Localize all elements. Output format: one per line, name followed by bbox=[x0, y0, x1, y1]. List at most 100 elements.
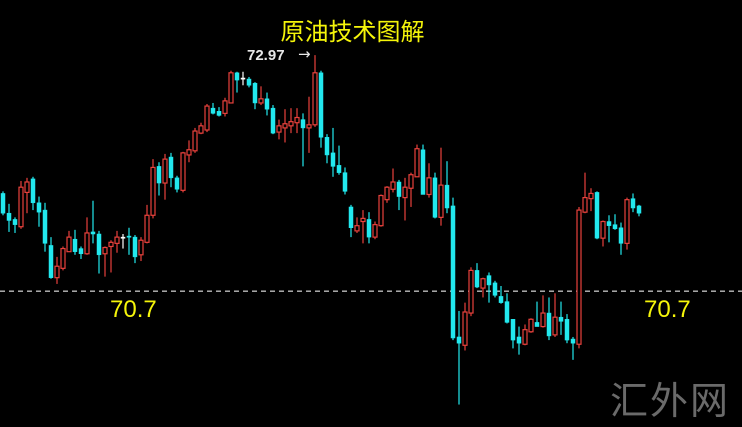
candle bbox=[42, 202, 48, 252]
candle-body bbox=[318, 72, 324, 138]
candle bbox=[24, 177, 30, 214]
candle bbox=[552, 293, 558, 337]
candle bbox=[306, 96, 312, 153]
candle bbox=[234, 71, 240, 93]
candle bbox=[372, 221, 378, 240]
candle bbox=[354, 217, 360, 233]
candle bbox=[612, 214, 618, 230]
candle-body bbox=[114, 236, 120, 244]
candle bbox=[420, 144, 426, 195]
candle bbox=[126, 227, 132, 255]
candle bbox=[408, 172, 414, 207]
candle bbox=[114, 230, 120, 253]
candle bbox=[330, 127, 336, 177]
candle bbox=[378, 194, 384, 227]
candle-body bbox=[624, 199, 630, 244]
candle bbox=[216, 107, 222, 117]
candle bbox=[396, 179, 402, 211]
candle-body bbox=[630, 198, 636, 209]
candle-body bbox=[150, 166, 156, 216]
candle bbox=[78, 246, 84, 259]
candle bbox=[138, 237, 144, 262]
candle-body bbox=[276, 125, 282, 133]
candle-body bbox=[414, 148, 420, 178]
candle-body bbox=[198, 125, 204, 134]
candle bbox=[294, 108, 300, 134]
candle-body bbox=[36, 202, 42, 213]
candle-body bbox=[606, 221, 612, 226]
candle bbox=[444, 161, 450, 214]
candle bbox=[0, 191, 6, 216]
candle-body bbox=[96, 233, 102, 256]
candle-body bbox=[438, 184, 444, 218]
candle bbox=[426, 163, 432, 198]
candle bbox=[156, 162, 162, 196]
candle bbox=[600, 220, 606, 247]
high-price-label: 72.97 bbox=[247, 47, 285, 64]
candle bbox=[432, 172, 438, 219]
candle-body bbox=[156, 166, 162, 184]
candle-body bbox=[402, 186, 408, 199]
candle bbox=[30, 176, 36, 211]
candle-body bbox=[60, 247, 66, 269]
candle-body bbox=[186, 149, 192, 156]
candle bbox=[72, 229, 78, 255]
candle bbox=[252, 82, 258, 110]
candle bbox=[516, 326, 522, 355]
candle bbox=[414, 144, 420, 178]
candle-body bbox=[516, 336, 522, 344]
candle-body bbox=[180, 152, 186, 191]
candle bbox=[336, 145, 342, 175]
candle bbox=[480, 277, 486, 298]
candle-body bbox=[396, 181, 402, 197]
candle bbox=[594, 191, 600, 240]
candle-body bbox=[132, 236, 138, 258]
candle bbox=[60, 246, 66, 271]
candle-body bbox=[288, 121, 294, 127]
candle-body bbox=[480, 278, 486, 289]
candle bbox=[504, 293, 510, 324]
candle bbox=[198, 122, 204, 135]
candle bbox=[258, 86, 264, 106]
candle-body bbox=[66, 236, 72, 253]
candle bbox=[606, 215, 612, 243]
candle-body bbox=[420, 149, 426, 195]
candle bbox=[384, 186, 390, 203]
candle-body bbox=[372, 224, 378, 238]
candle-body bbox=[324, 137, 330, 156]
candle-body bbox=[456, 336, 462, 344]
candle bbox=[186, 140, 192, 163]
candle-body bbox=[120, 236, 126, 239]
candle-body bbox=[108, 241, 114, 248]
candle-body bbox=[192, 130, 198, 152]
candle bbox=[402, 177, 408, 221]
candle bbox=[348, 204, 354, 238]
candle bbox=[492, 280, 498, 298]
candle bbox=[204, 104, 210, 133]
candle-body bbox=[366, 219, 372, 238]
candle bbox=[564, 314, 570, 344]
candle bbox=[90, 200, 96, 244]
level-label-left: 70.7 bbox=[110, 296, 157, 323]
candle-body bbox=[498, 296, 504, 303]
candle bbox=[120, 234, 126, 249]
candle-body bbox=[618, 227, 624, 244]
candle bbox=[270, 105, 276, 135]
candle bbox=[546, 297, 552, 341]
chart-title: 原油技术图解 bbox=[280, 18, 425, 46]
candle bbox=[390, 168, 396, 193]
candle-body bbox=[636, 205, 642, 214]
candle-body bbox=[48, 245, 54, 278]
candle bbox=[144, 204, 150, 244]
candle bbox=[300, 113, 306, 167]
candle-body bbox=[378, 194, 384, 227]
candle bbox=[66, 230, 72, 253]
candle bbox=[582, 172, 588, 214]
candle-body bbox=[546, 312, 552, 337]
candle-body bbox=[264, 98, 270, 110]
candle-body bbox=[594, 192, 600, 239]
candle-body bbox=[570, 338, 576, 344]
candle-body bbox=[162, 158, 168, 184]
candle bbox=[438, 147, 444, 226]
candle bbox=[456, 310, 462, 405]
